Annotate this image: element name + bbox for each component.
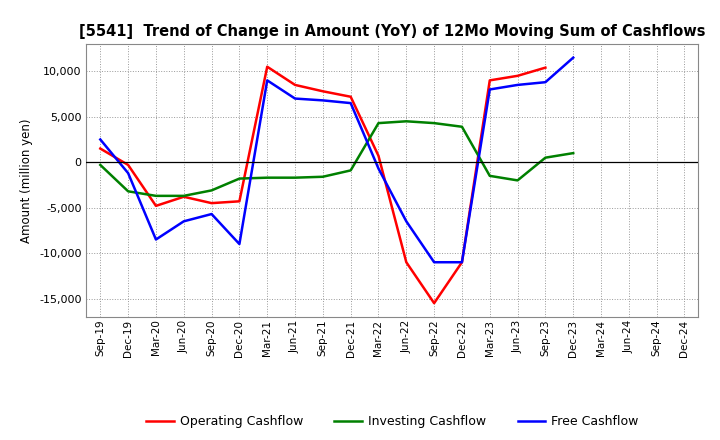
Investing Cashflow	[318, 174, 327, 180]
Legend: Operating Cashflow, Investing Cashflow, Free Cashflow: Operating Cashflow, Investing Cashflow, …	[141, 411, 644, 433]
Investing Cashflow	[235, 176, 243, 181]
Investing Cashflow	[430, 121, 438, 126]
Investing Cashflow	[541, 155, 550, 160]
Free Cashflow	[485, 87, 494, 92]
Free Cashflow	[346, 100, 355, 106]
Operating Cashflow	[458, 260, 467, 265]
Free Cashflow	[96, 137, 104, 142]
Operating Cashflow	[96, 146, 104, 151]
Operating Cashflow	[179, 194, 188, 199]
Investing Cashflow	[291, 175, 300, 180]
Investing Cashflow	[124, 189, 132, 194]
Investing Cashflow	[96, 162, 104, 168]
Investing Cashflow	[263, 175, 271, 180]
Line: Investing Cashflow: Investing Cashflow	[100, 121, 573, 196]
Investing Cashflow	[458, 124, 467, 129]
Free Cashflow	[263, 78, 271, 83]
Investing Cashflow	[569, 150, 577, 156]
Investing Cashflow	[346, 168, 355, 173]
Operating Cashflow	[346, 94, 355, 99]
Operating Cashflow	[485, 78, 494, 83]
Free Cashflow	[235, 242, 243, 247]
Operating Cashflow	[124, 162, 132, 168]
Free Cashflow	[318, 98, 327, 103]
Free Cashflow	[124, 170, 132, 176]
Free Cashflow	[541, 80, 550, 85]
Free Cashflow	[207, 211, 216, 216]
Free Cashflow	[402, 219, 410, 224]
Operating Cashflow	[235, 199, 243, 204]
Free Cashflow	[569, 55, 577, 60]
Free Cashflow	[458, 260, 467, 265]
Operating Cashflow	[513, 73, 522, 78]
Investing Cashflow	[152, 193, 161, 198]
Operating Cashflow	[402, 260, 410, 265]
Free Cashflow	[179, 219, 188, 224]
Operating Cashflow	[318, 88, 327, 94]
Free Cashflow	[374, 166, 383, 171]
Line: Free Cashflow: Free Cashflow	[100, 58, 573, 262]
Free Cashflow	[430, 260, 438, 265]
Investing Cashflow	[179, 193, 188, 198]
Free Cashflow	[152, 237, 161, 242]
Investing Cashflow	[207, 188, 216, 193]
Free Cashflow	[291, 96, 300, 101]
Operating Cashflow	[207, 201, 216, 206]
Operating Cashflow	[152, 203, 161, 209]
Operating Cashflow	[291, 82, 300, 88]
Investing Cashflow	[485, 173, 494, 179]
Y-axis label: Amount (million yen): Amount (million yen)	[20, 118, 34, 242]
Line: Operating Cashflow: Operating Cashflow	[100, 67, 546, 303]
Investing Cashflow	[402, 119, 410, 124]
Title: [5541]  Trend of Change in Amount (YoY) of 12Mo Moving Sum of Cashflows: [5541] Trend of Change in Amount (YoY) o…	[79, 24, 706, 39]
Investing Cashflow	[513, 178, 522, 183]
Investing Cashflow	[374, 121, 383, 126]
Operating Cashflow	[263, 64, 271, 70]
Free Cashflow	[513, 82, 522, 88]
Operating Cashflow	[374, 153, 383, 158]
Operating Cashflow	[541, 65, 550, 70]
Operating Cashflow	[430, 301, 438, 306]
